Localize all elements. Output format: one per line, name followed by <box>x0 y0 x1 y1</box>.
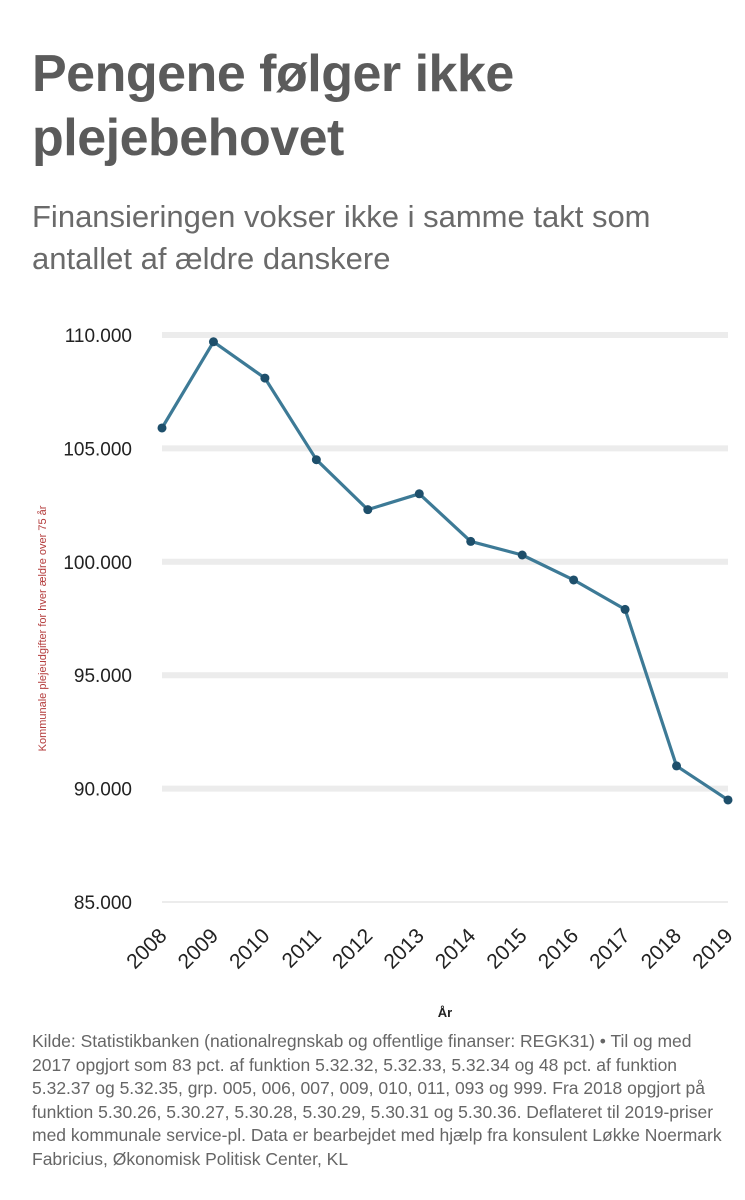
x-tick-label: 2008 <box>122 924 171 973</box>
x-tick-label: 2009 <box>174 924 223 973</box>
data-point <box>208 337 218 347</box>
data-point <box>466 536 476 546</box>
gridlines <box>162 332 728 903</box>
y-axis-ticks: 85.000 90.000 95.000 100.000 105.000 110.000 <box>63 326 132 914</box>
x-tick-label: 2015 <box>482 924 531 973</box>
series-line <box>160 340 730 802</box>
y-axis-label: Kommunale plejeudgifter for hver ældre o… <box>37 505 49 751</box>
y-tick-label: 100.000 <box>63 553 132 574</box>
x-tick-label: 2012 <box>328 924 377 973</box>
y-tick-label: 105.000 <box>63 439 132 460</box>
data-point <box>620 604 630 614</box>
chart-subtitle: Finansieringen vokser ikke i samme takt … <box>32 199 651 276</box>
x-tick-label: 2013 <box>380 924 429 973</box>
data-point <box>672 761 682 771</box>
x-axis-label: År <box>438 1005 452 1020</box>
y-tick-label: 110.000 <box>65 326 132 347</box>
data-point <box>363 505 373 515</box>
data-point <box>517 550 527 560</box>
data-point <box>723 795 733 805</box>
x-tick-label: 2018 <box>637 924 686 973</box>
line-chart: 85.00090.00095.000100.000105.000110.000 … <box>37 326 738 1020</box>
x-tick-label: 2011 <box>278 924 326 972</box>
x-axis-ticks: 2008 2009 2010 2011 2012 2013 2014 2015 2016 2017… <box>122 924 737 974</box>
y-tick-label: 85.000 <box>74 893 132 914</box>
x-tick-label: 2019 <box>688 924 737 973</box>
y-tick-label: 95.000 <box>74 666 132 687</box>
x-tick-label: 2010 <box>225 924 274 973</box>
series-markers <box>157 337 733 805</box>
y-tick-label: 90.000 <box>74 780 132 801</box>
x-tick-label: 2016 <box>534 924 583 973</box>
data-point <box>260 373 270 383</box>
x-tick-label: 2017 <box>585 924 634 973</box>
data-point <box>311 455 321 465</box>
data-point <box>569 575 579 585</box>
source-note: Kilde: Statistikbanken (nationalregnskab… <box>32 1031 722 1169</box>
data-point <box>414 489 424 499</box>
chart-title: Pengene følger ikke plejebehovet <box>32 45 514 167</box>
data-point <box>157 423 167 433</box>
x-tick-label: 2014 <box>431 924 481 974</box>
